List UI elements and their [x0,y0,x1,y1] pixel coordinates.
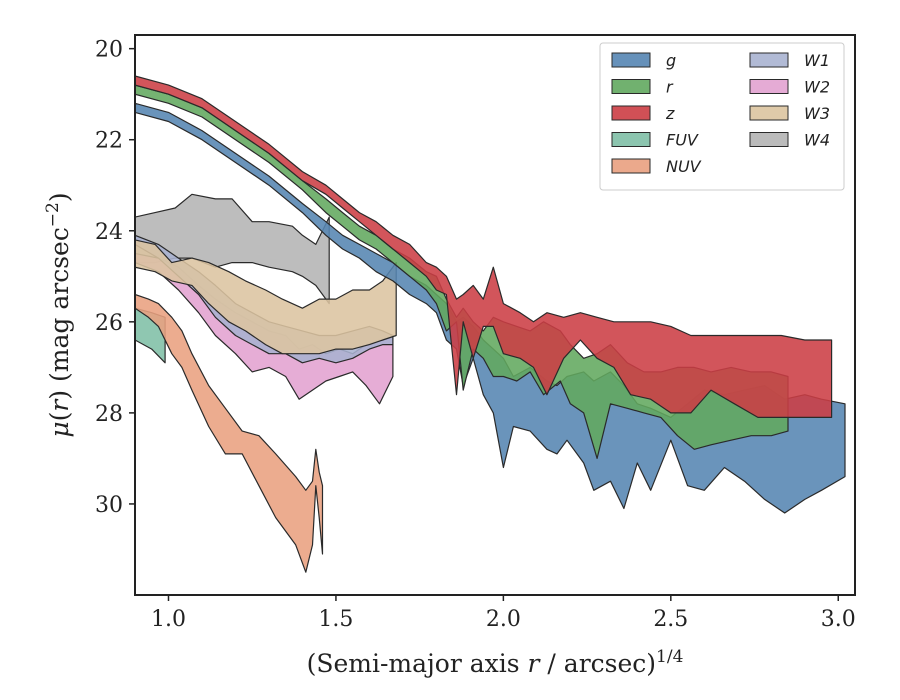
legend-swatch-w1 [749,52,789,68]
legend-label-g: g [666,51,676,70]
series-areas [135,75,846,573]
legend-label-z: z [665,104,675,123]
x-tick-label: 2.0 [486,607,521,632]
legend-swatch-z [611,105,651,121]
legend-swatch-fuv [611,132,651,147]
legend-label-w3: W3 [804,104,830,123]
series-band-w3 [135,239,397,355]
x-axis-ticks: 1.0 1.5 2.0 2.5 3.0 [151,595,856,632]
series-band-z [135,75,833,418]
x-tick-label: 2.5 [653,607,688,632]
legend-swatch-w4 [749,132,789,147]
legend: grz FUV NUV W1 W2 W3 W4 [599,42,845,191]
legend-swatch-w3 [749,105,789,121]
y-axis-ticks: 20 22 24 26 28 30 [95,38,135,518]
y-tick-label: 20 [95,38,123,63]
y-axis-label: μ(r) (mag arcsec−2) [43,192,74,437]
legend-swatch-g [611,52,651,68]
y-tick-label: 28 [95,402,123,427]
x-tick-label: 1.5 [318,607,353,632]
legend-label-w1: W1 [804,51,830,70]
legend-label-fuv: FUV [666,131,699,150]
y-tick-label: 22 [95,129,123,154]
y-tick-label: 26 [95,311,123,336]
legend-label-w2: W2 [804,78,830,97]
series-band-nuv [135,293,324,573]
x-axis-label: (Semi-major axis r / arcsec)1/4 [307,647,684,678]
legend-swatch-r [611,79,651,94]
legend-items: grz FUV NUV W1 W2 W3 W4 [611,51,830,176]
legend-label-r: r [666,78,674,97]
x-tick-label: 3.0 [821,607,856,632]
y-tick-label: 30 [95,493,123,518]
legend-label-w4: W4 [804,131,830,150]
y-tick-label: 24 [95,220,123,245]
x-tick-label: 1.0 [151,607,186,632]
legend-swatch-w2 [749,79,789,94]
legend-label-nuv: NUV [666,157,702,176]
legend-swatch-nuv [611,158,651,174]
plot-frame [134,34,856,596]
